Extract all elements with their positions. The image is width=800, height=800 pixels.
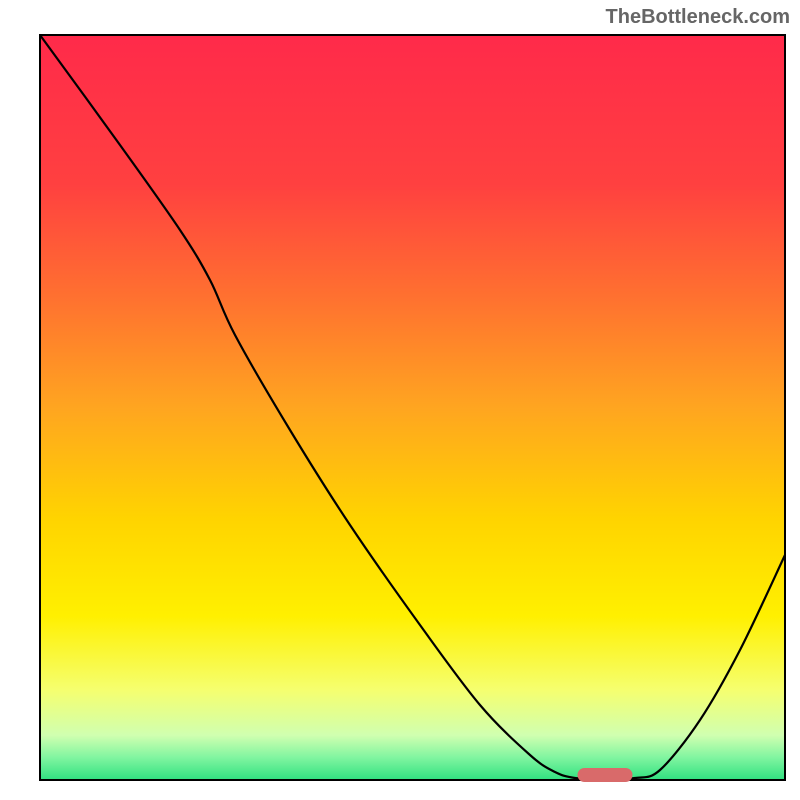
plot-background [40, 35, 785, 780]
bottleneck-chart [0, 0, 800, 800]
optimal-marker [578, 768, 633, 782]
watermark-text: TheBottleneck.com [606, 6, 790, 29]
chart-container: TheBottleneck.com [0, 0, 800, 800]
